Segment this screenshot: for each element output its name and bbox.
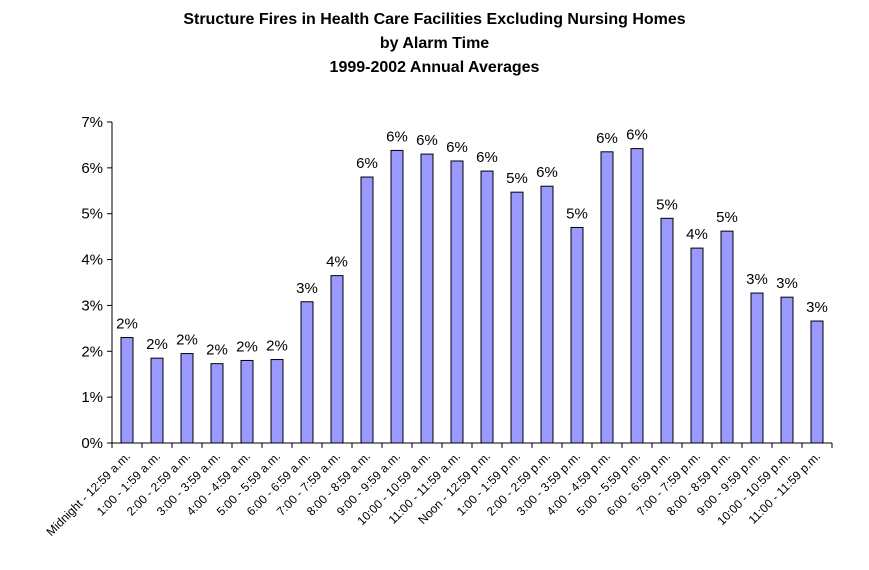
data-label: 2% <box>176 332 198 349</box>
y-tick-label: 5% <box>81 206 103 223</box>
bar <box>660 217 674 444</box>
chart-title: Structure Fires in Health Care Facilitie… <box>0 8 869 80</box>
chart-title-line-2: by Alarm Time <box>379 35 490 52</box>
data-label: 2% <box>146 336 168 353</box>
bar <box>210 363 224 444</box>
y-tick-label: 0% <box>81 435 103 452</box>
data-label: 6% <box>476 149 498 166</box>
bar <box>750 292 764 444</box>
data-label: 5% <box>656 196 678 213</box>
bar <box>540 185 554 444</box>
bar <box>270 359 284 444</box>
y-tick-label: 7% <box>81 114 103 131</box>
bar <box>570 226 584 444</box>
data-label: 2% <box>236 338 258 355</box>
bar <box>630 148 644 444</box>
data-label: 2% <box>116 316 138 333</box>
data-label: 6% <box>596 130 618 147</box>
chart-title-line-1: Structure Fires in Health Care Facilitie… <box>183 11 686 28</box>
data-label: 6% <box>386 128 408 145</box>
data-label: 6% <box>416 132 438 149</box>
bar <box>240 359 254 444</box>
bar <box>420 153 434 444</box>
bar <box>300 301 314 444</box>
y-tick-label: 6% <box>81 160 103 177</box>
bar <box>510 191 524 444</box>
bar <box>390 149 404 444</box>
bar <box>330 275 344 444</box>
bar <box>480 170 494 444</box>
data-label: 6% <box>626 127 648 144</box>
data-label: 5% <box>716 209 738 226</box>
data-label: 6% <box>446 139 468 156</box>
data-label: 2% <box>266 338 288 355</box>
bar <box>810 320 824 444</box>
bar <box>720 230 734 444</box>
data-label: 5% <box>506 170 528 187</box>
data-label: 3% <box>746 271 768 288</box>
bar <box>600 151 614 444</box>
bar <box>180 353 194 444</box>
y-tick-label: 3% <box>81 297 103 314</box>
y-tick-label: 1% <box>81 389 103 406</box>
data-label: 3% <box>296 280 318 297</box>
data-label: 4% <box>326 254 348 271</box>
data-label: 2% <box>206 342 228 359</box>
bar <box>360 176 374 444</box>
bar <box>780 296 794 444</box>
data-label: 6% <box>536 164 558 181</box>
data-label: 3% <box>776 275 798 292</box>
y-tick-label: 2% <box>81 343 103 360</box>
data-label: 4% <box>686 226 708 243</box>
data-label: 6% <box>356 155 378 172</box>
chart-title-line-3: 1999-2002 Annual Averages <box>329 59 540 76</box>
bar <box>450 160 464 444</box>
data-label: 5% <box>566 205 588 222</box>
bar <box>690 247 704 444</box>
data-label: 3% <box>806 299 828 316</box>
bar <box>120 337 134 444</box>
bar <box>150 357 164 444</box>
y-tick-label: 4% <box>81 252 103 269</box>
